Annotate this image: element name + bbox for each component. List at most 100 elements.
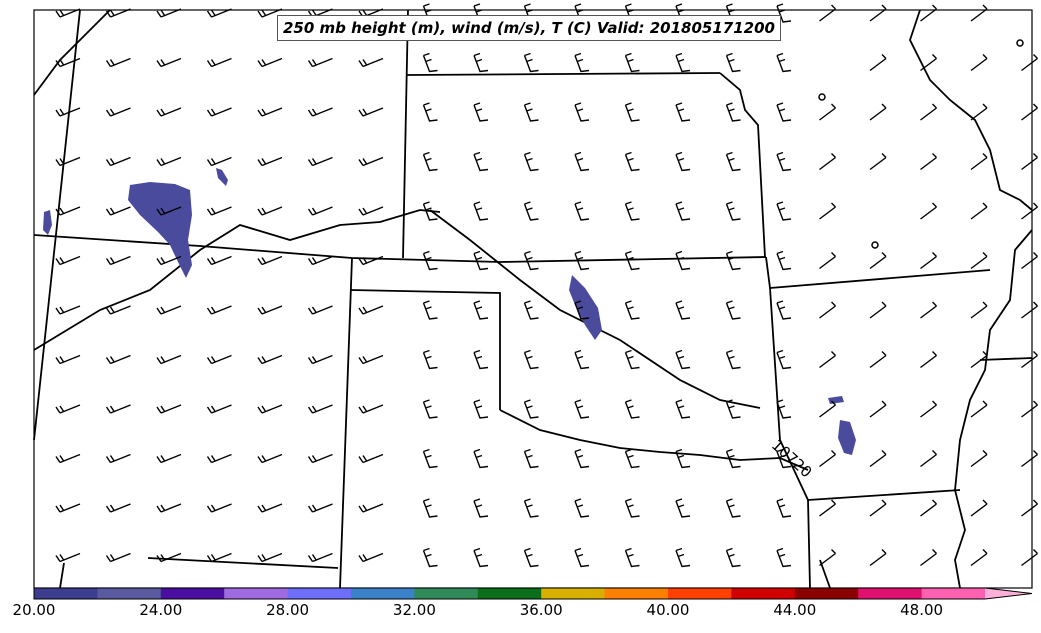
wind-speed-shading bbox=[43, 168, 856, 455]
wind-barb bbox=[624, 250, 640, 271]
wind-barb bbox=[970, 450, 988, 468]
wind-barb bbox=[776, 250, 792, 271]
wind-barb bbox=[422, 349, 438, 370]
wind-barb bbox=[624, 498, 640, 518]
wind-barb bbox=[920, 499, 937, 517]
colorbar-segment bbox=[351, 588, 415, 599]
wind-barb bbox=[1021, 400, 1038, 418]
wind-barb bbox=[1021, 351, 1038, 369]
colorbar-segment bbox=[287, 588, 352, 599]
wind-barb bbox=[523, 399, 539, 419]
wind-barb bbox=[920, 450, 937, 468]
wind-barb bbox=[473, 498, 489, 518]
wind-barb bbox=[523, 547, 539, 568]
wind-barb bbox=[358, 57, 384, 68]
wind-barb bbox=[307, 354, 333, 365]
wind-barb bbox=[869, 549, 887, 567]
wind-barb bbox=[869, 153, 887, 171]
wind-barb bbox=[675, 151, 691, 172]
wind-barb bbox=[55, 206, 81, 216]
wind-barb bbox=[358, 305, 384, 315]
wind-barb bbox=[307, 453, 333, 464]
wind-barb bbox=[574, 448, 590, 469]
wind-barb bbox=[105, 503, 131, 513]
wind-barb bbox=[473, 201, 489, 221]
colorbar-segment bbox=[921, 588, 986, 599]
wind-barb bbox=[55, 354, 81, 365]
wind-barb bbox=[307, 107, 333, 117]
wind-barb bbox=[776, 498, 792, 518]
wind-barb bbox=[105, 57, 131, 68]
wind-barb bbox=[257, 156, 283, 167]
wind-barb bbox=[422, 448, 438, 469]
wind-barb bbox=[523, 448, 539, 469]
wind-barb bbox=[358, 503, 384, 513]
wind-barb bbox=[819, 202, 836, 220]
wind-barb bbox=[156, 206, 182, 216]
wind-barb bbox=[55, 8, 81, 18]
wind-barb bbox=[473, 250, 489, 271]
wind-barb bbox=[970, 301, 988, 319]
colorbar-segment bbox=[160, 588, 225, 599]
wind-barb bbox=[523, 250, 539, 271]
wind-barb bbox=[675, 399, 691, 419]
wind-barb bbox=[819, 301, 836, 319]
wind-barb bbox=[1021, 103, 1038, 121]
wind-barb bbox=[970, 400, 988, 418]
colorbar-tick-label: 36.00 bbox=[519, 601, 563, 619]
wind-barb bbox=[257, 206, 283, 216]
wind-barb bbox=[776, 349, 792, 370]
wind-barb bbox=[869, 54, 887, 72]
wind-barb bbox=[105, 107, 131, 117]
wind-barb bbox=[776, 300, 792, 320]
wind-barb bbox=[307, 503, 333, 513]
wind-barb bbox=[869, 103, 887, 121]
wind-barb bbox=[422, 498, 438, 518]
wind-barb bbox=[307, 404, 333, 414]
wind-barb bbox=[422, 52, 438, 73]
wind-barb bbox=[624, 547, 640, 568]
wind-barb bbox=[920, 54, 937, 72]
wind-barb bbox=[819, 351, 836, 369]
wind-barb bbox=[156, 354, 182, 365]
wind-barb bbox=[869, 400, 887, 418]
wind-barb bbox=[776, 448, 792, 469]
wind-barb bbox=[206, 206, 232, 216]
wind-barb bbox=[675, 52, 691, 73]
wind-barb bbox=[1021, 252, 1038, 270]
wind-barb bbox=[206, 552, 232, 563]
colorbar-segment bbox=[668, 588, 732, 599]
wind-barb bbox=[523, 349, 539, 370]
wind-barb bbox=[105, 8, 131, 18]
wind-barb bbox=[358, 107, 384, 117]
colorbar-tick-label: 40.00 bbox=[646, 601, 690, 619]
wind-barb bbox=[776, 151, 792, 172]
wind-barb bbox=[675, 250, 691, 271]
wind-barb bbox=[869, 351, 887, 369]
wind-barb bbox=[257, 552, 283, 563]
colorbar-segment bbox=[541, 588, 606, 599]
wind-barb bbox=[422, 300, 438, 320]
wind-barb bbox=[970, 252, 988, 270]
wind-barb bbox=[523, 498, 539, 518]
wind-barb bbox=[105, 255, 131, 266]
wind-barb bbox=[725, 498, 741, 518]
wind-barb bbox=[819, 450, 836, 468]
wind-barb bbox=[675, 201, 691, 221]
wind-barb bbox=[105, 453, 131, 464]
wind-barb bbox=[819, 4, 836, 22]
wind-barb bbox=[473, 300, 489, 320]
wind-barb bbox=[624, 151, 640, 172]
wind-barb bbox=[358, 552, 384, 563]
wind-barb bbox=[523, 201, 539, 221]
colorbar bbox=[33, 587, 1033, 600]
wind-barb bbox=[422, 399, 438, 419]
wind-barb bbox=[776, 102, 792, 122]
wind-barb bbox=[869, 301, 887, 319]
wind-barb bbox=[523, 300, 539, 320]
wind-barb bbox=[675, 300, 691, 320]
wind-barb bbox=[257, 453, 283, 464]
wind-barb bbox=[422, 201, 438, 221]
wind-barb bbox=[920, 103, 937, 121]
